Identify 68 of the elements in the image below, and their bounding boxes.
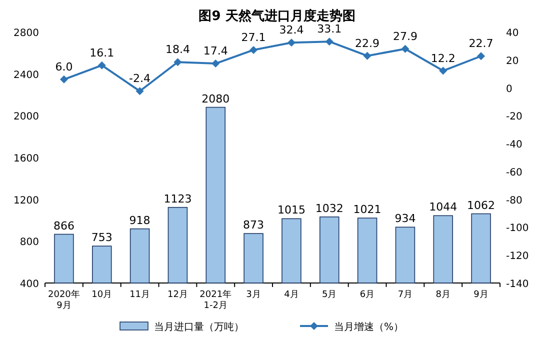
point	[477, 52, 486, 60]
data-label: 1021	[353, 203, 382, 216]
point	[98, 61, 106, 70]
data-label: 16.1	[90, 46, 114, 60]
legend-label: 当月增速（%）	[334, 321, 404, 333]
data-label: 1123	[164, 192, 192, 206]
y2-tick-label: 0	[506, 84, 512, 95]
data-label: 1044	[429, 200, 458, 214]
point	[439, 66, 448, 75]
y2-tick-label: -20	[506, 112, 522, 123]
x-tick-label: 9月	[474, 290, 488, 300]
point	[212, 60, 220, 68]
data-label: 27.1	[241, 30, 266, 44]
legend-label: 当月进口量（万吨）	[154, 321, 244, 333]
point	[136, 87, 144, 96]
x-tick-label: 5月	[322, 290, 337, 300]
y2-tick-label: 40	[506, 28, 519, 39]
y2-tick-label: -40	[506, 140, 522, 151]
x-tick-label: 2020年 9月	[48, 289, 80, 311]
x-tick-label: 7月	[398, 290, 413, 300]
data-label: 18.4	[165, 43, 190, 56]
x-tick-label: 8月	[436, 290, 450, 300]
y-tick-label: 2000	[14, 112, 39, 123]
point	[401, 44, 410, 53]
data-label: 934	[394, 212, 416, 226]
data-label: 22.9	[355, 36, 380, 50]
y2-tick-label: -80	[506, 195, 522, 206]
y2-tick-label: 20	[506, 56, 519, 67]
x-tick-label: 3月	[246, 290, 261, 300]
data-label: 866	[53, 219, 74, 232]
point	[363, 52, 372, 60]
y2-tick-label: -60	[506, 167, 522, 178]
x-tick-label: 10月	[92, 290, 112, 300]
data-label: 873	[243, 218, 264, 232]
data-label: 918	[129, 214, 150, 227]
point	[325, 38, 334, 46]
x-tick-label: 2021年 1-2月	[200, 289, 232, 311]
y-tick-label: 400	[20, 279, 39, 290]
x-tick-label: 4月	[284, 290, 299, 300]
y2-tick-label: -120	[506, 251, 529, 262]
point	[250, 46, 258, 54]
y-tick-label: 1200	[14, 195, 39, 206]
data-label: 1015	[277, 204, 306, 217]
data-label: 2080	[202, 92, 230, 106]
point	[174, 58, 182, 66]
y-tick-label: 2800	[14, 28, 39, 39]
data-label: 753	[91, 231, 112, 244]
data-label: 1062	[467, 198, 496, 212]
point	[287, 38, 296, 47]
data-label: 27.9	[392, 30, 418, 43]
data-label: 12.2	[430, 52, 456, 65]
y-tick-label: 2400	[14, 70, 39, 81]
data-label: 17.4	[203, 44, 228, 58]
data-label: -2.4	[129, 72, 151, 86]
y-tick-label: 800	[20, 237, 39, 248]
x-tick-label: 12月	[167, 290, 188, 300]
data-label: 1032	[315, 202, 344, 215]
data-label: 32.4	[279, 24, 304, 37]
x-tick-label: 11月	[130, 290, 150, 300]
y2-tick-label: -140	[506, 279, 529, 290]
chart-title: 图9 天然气进口月度走势图	[198, 8, 356, 24]
x-tick-label: 6月	[360, 290, 375, 300]
data-label: 33.1	[317, 22, 342, 36]
data-label: 22.7	[468, 37, 494, 50]
point	[60, 75, 68, 84]
data-label: 6.0	[55, 60, 73, 74]
y2-tick-label: -100	[506, 223, 529, 234]
y-tick-label: 1600	[14, 154, 39, 164]
